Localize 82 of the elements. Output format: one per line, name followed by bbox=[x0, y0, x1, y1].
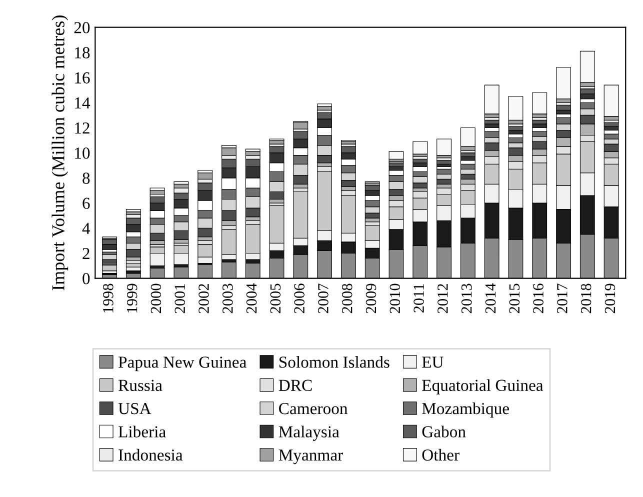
x-tick-label: 2008 bbox=[342, 284, 352, 314]
bar bbox=[293, 122, 308, 130]
bar bbox=[174, 181, 189, 184]
x-tick-label: 2002 bbox=[198, 284, 209, 314]
x-tick-label: 2019 bbox=[604, 284, 616, 314]
bar bbox=[532, 92, 548, 114]
x-tick-label: 2018 bbox=[580, 284, 592, 314]
y-tick-label: 0 bbox=[82, 273, 90, 284]
y-tick-label: 8 bbox=[82, 172, 90, 184]
bar bbox=[460, 127, 476, 147]
bar bbox=[222, 148, 236, 156]
legend-label: Other bbox=[422, 448, 460, 461]
x-tick-label: 2016 bbox=[533, 284, 544, 314]
legend-label: USA bbox=[118, 403, 152, 414]
bar bbox=[126, 262, 141, 268]
x-tick-label: 2012 bbox=[438, 284, 448, 314]
x-tick-label: 2004 bbox=[246, 283, 257, 314]
bar bbox=[317, 106, 332, 110]
bar bbox=[604, 122, 619, 127]
legend-label: Cameroon bbox=[279, 403, 348, 414]
x-tick-label: 2017 bbox=[557, 284, 568, 314]
bar bbox=[508, 130, 524, 134]
bar bbox=[102, 254, 117, 260]
legend-label: Mozambique bbox=[422, 402, 509, 418]
x-tick-label: 1998 bbox=[103, 284, 114, 312]
bar bbox=[102, 244, 117, 250]
bar bbox=[126, 209, 141, 212]
y-tick-label: 20 bbox=[74, 22, 90, 34]
bar bbox=[604, 84, 619, 117]
y-tick-label: 10 bbox=[75, 148, 90, 159]
x-tick-label: 2007 bbox=[318, 284, 328, 314]
legend-label: Liberia bbox=[118, 426, 166, 438]
x-tick-label: 2013 bbox=[461, 284, 472, 314]
y-tick-label: 14 bbox=[75, 97, 90, 108]
legend-label: Russia bbox=[118, 380, 162, 391]
bar bbox=[245, 148, 260, 152]
bar bbox=[484, 84, 500, 114]
x-tick-label: 2001 bbox=[174, 284, 186, 314]
legend-label: Myanmar bbox=[278, 450, 343, 464]
legend-label: DRC bbox=[278, 380, 312, 391]
y-tick-label: 18 bbox=[75, 47, 90, 58]
x-tick-label: 2005 bbox=[270, 284, 281, 314]
bar bbox=[269, 140, 284, 144]
bar bbox=[412, 141, 428, 154]
bar bbox=[532, 120, 548, 124]
legend-label: Papua New Guinea bbox=[118, 356, 246, 372]
legend-label: Indonesia bbox=[118, 448, 183, 461]
y-tick-label: 12 bbox=[75, 122, 90, 134]
bar bbox=[460, 152, 476, 157]
bar bbox=[388, 162, 404, 167]
legend-label: Solomon Islands bbox=[279, 356, 390, 368]
bar bbox=[580, 50, 595, 83]
bar bbox=[388, 151, 404, 160]
x-tick-label: 2003 bbox=[222, 284, 233, 314]
bar bbox=[198, 172, 213, 180]
bar bbox=[317, 104, 332, 107]
bar bbox=[436, 160, 452, 164]
x-tick-label: 1999 bbox=[126, 284, 138, 312]
legend-label: EU bbox=[422, 356, 444, 368]
y-tick-label: 16 bbox=[75, 72, 90, 84]
y-tick-label: 2 bbox=[82, 248, 90, 260]
bar bbox=[150, 188, 165, 191]
bar bbox=[436, 138, 452, 156]
x-tick-label: 2000 bbox=[150, 284, 162, 314]
bar bbox=[508, 96, 524, 120]
bar bbox=[102, 265, 117, 272]
x-tick-label: 2010 bbox=[390, 284, 400, 314]
legend-label: Gabon bbox=[422, 426, 466, 438]
x-tick-label: 2009 bbox=[366, 284, 376, 314]
x-tick-label: 2014 bbox=[485, 283, 496, 314]
bar bbox=[556, 67, 571, 100]
bar bbox=[556, 104, 571, 110]
x-tick-label: 2015 bbox=[509, 284, 520, 314]
bar bbox=[484, 120, 500, 124]
bar bbox=[436, 178, 452, 184]
y-tick-label: 6 bbox=[82, 198, 90, 209]
y-tick-label: 4 bbox=[82, 222, 90, 234]
x-tick-label: 2011 bbox=[414, 284, 424, 312]
x-tick-label: 2006 bbox=[294, 284, 304, 314]
legend-label: Equatorial Guinea bbox=[422, 379, 544, 394]
y-axis-title: Import Volume (Million cubic metres) bbox=[52, 16, 68, 290]
legend-label: Malaysia bbox=[278, 426, 340, 441]
